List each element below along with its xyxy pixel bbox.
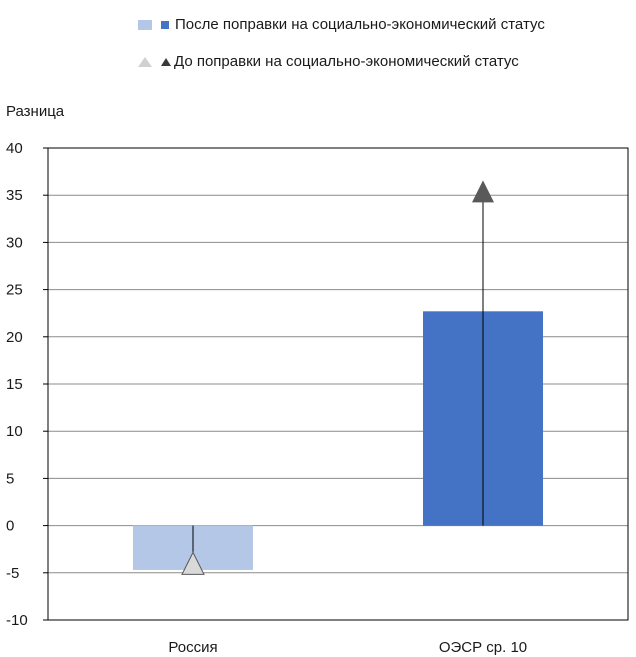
y-tick-label: 15 <box>6 376 23 393</box>
x-tick-label: ОЭСР ср. 10 <box>439 639 527 656</box>
legend-swatch-after-dark <box>161 20 169 29</box>
y-tick-label: 40 <box>6 140 23 157</box>
legend-item-before: До поправки на социально-экономический с… <box>138 53 519 70</box>
y-tick-label: -5 <box>6 565 19 582</box>
x-tick-label: Россия <box>168 639 217 656</box>
legend-marker-before-light <box>138 56 152 67</box>
y-tick-label: 20 <box>6 329 23 346</box>
legend-item-after: После поправки на социально-экономически… <box>138 16 545 33</box>
y-tick-label: 25 <box>6 282 23 299</box>
legend-marker-before-dark <box>161 57 171 66</box>
plot-frame <box>47 147 629 621</box>
y-tick-label: -10 <box>6 612 28 629</box>
legend-label-after: После поправки на социально-экономически… <box>175 16 545 33</box>
y-tick-label: 5 <box>6 470 14 487</box>
y-tick-label: 10 <box>6 423 23 440</box>
legend-label-before: До поправки на социально-экономический с… <box>174 53 519 70</box>
y-axis-title: Разница <box>6 103 65 120</box>
legend-swatch-after-light <box>138 19 152 30</box>
y-tick-label: 30 <box>6 234 23 251</box>
y-tick-label: 35 <box>6 187 23 204</box>
y-tick-label: 0 <box>6 518 14 535</box>
marker-before-1 <box>472 180 494 203</box>
marker-before-0 <box>181 551 205 575</box>
